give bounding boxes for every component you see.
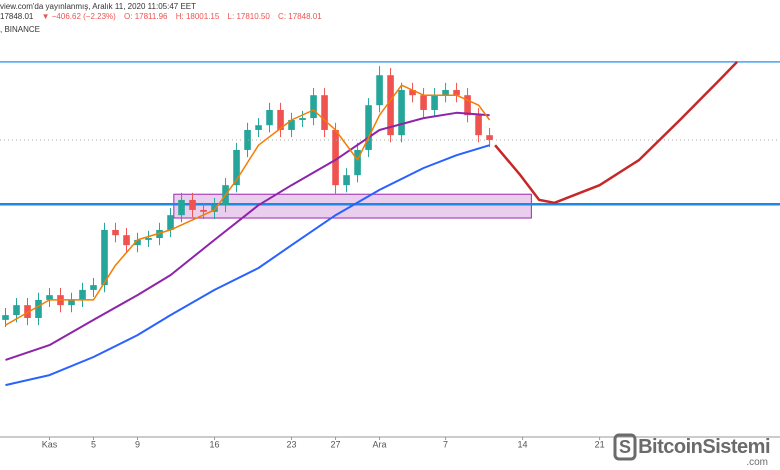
time-axis <box>0 437 780 470</box>
line <box>5 84 491 326</box>
candle-body <box>343 175 350 186</box>
candle-body <box>134 239 141 246</box>
candle-body <box>453 89 460 96</box>
x-tick-label: 21 <box>595 439 605 449</box>
candle-body <box>299 118 306 120</box>
watermark-domain: .com <box>746 457 768 468</box>
candle-body <box>321 95 328 130</box>
change: ▼ −406.62 (−2.23%) <box>41 12 116 21</box>
candle-body <box>145 238 152 240</box>
candle-body <box>211 205 218 212</box>
candle-body <box>35 299 42 318</box>
candle-body <box>123 235 130 246</box>
candle-body <box>310 95 317 119</box>
candle-body <box>442 89 449 96</box>
candle-body <box>431 95 438 110</box>
x-tick-label: 23 <box>287 439 297 449</box>
line <box>5 144 490 387</box>
candle-body <box>398 89 405 136</box>
candle-body <box>90 285 97 290</box>
candle-body <box>167 215 174 230</box>
x-tick-label: 7 <box>443 439 448 449</box>
svg-text:S: S <box>619 437 631 457</box>
candle-body <box>464 95 471 116</box>
candle-body <box>233 149 240 186</box>
candle-body <box>255 125 262 130</box>
high: H: 18001.15 <box>175 12 220 21</box>
candle-body <box>486 135 493 140</box>
header-line: 17848.01 ▼ −406.62 (−2.23%) O: 17811.96 … <box>0 12 328 21</box>
close: C: 17848.01 <box>278 12 322 21</box>
candle-body <box>288 119 295 130</box>
candle-body <box>475 115 482 136</box>
candle-body <box>79 289 86 300</box>
exchange: , BINANCE <box>0 25 41 34</box>
candle-body <box>266 109 273 126</box>
candle-body <box>354 149 361 176</box>
candle-body <box>13 305 20 316</box>
x-tick-label: Ara <box>373 439 387 449</box>
candle-body <box>68 299 75 306</box>
header-line: view.com'da yayınlanmış, Aralık 11, 2020… <box>0 2 202 11</box>
x-tick-label: 5 <box>91 439 96 449</box>
candle-body <box>376 75 383 106</box>
x-tick-label: Kas <box>42 439 58 449</box>
watermark-name: BitcoinSistemi <box>638 435 770 458</box>
candle-body <box>332 129 339 186</box>
candle-body <box>112 229 119 236</box>
price: 17848.01 <box>0 12 34 21</box>
candle-body <box>24 305 31 318</box>
candle-body <box>387 75 394 136</box>
line <box>5 111 490 361</box>
candle-body <box>277 109 284 130</box>
logo: S <box>613 433 637 461</box>
x-tick-label: 16 <box>210 439 220 449</box>
candle-body <box>365 105 372 150</box>
published: view.com'da yayınlanmış, Aralık 11, 2020… <box>0 2 197 11</box>
low: L: 17810.50 <box>227 12 270 21</box>
watermark: S BitcoinSistemi .com <box>612 432 770 468</box>
candle-body <box>189 199 196 210</box>
candle-body <box>244 129 251 150</box>
candle-body <box>420 95 427 110</box>
open: O: 17811.96 <box>124 12 168 21</box>
line <box>494 61 738 205</box>
candle-body <box>409 89 416 96</box>
x-tick-label: 9 <box>135 439 140 449</box>
header-line: , BINANCE <box>0 25 46 34</box>
candle-body <box>178 199 185 216</box>
x-tick-label: 14 <box>518 439 528 449</box>
candle-body <box>46 295 53 300</box>
candle-body <box>200 209 207 212</box>
candle-body <box>101 229 108 286</box>
candle-body <box>2 315 9 320</box>
x-tick-label: 27 <box>331 439 341 449</box>
